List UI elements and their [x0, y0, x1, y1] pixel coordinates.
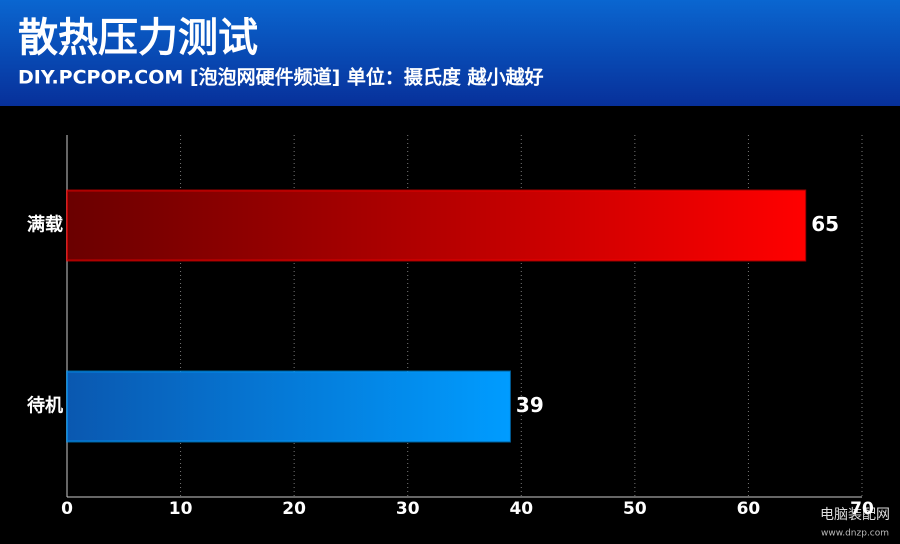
bar	[66, 189, 807, 262]
x-tick-label: 70	[850, 499, 874, 519]
x-tick-label: 20	[282, 499, 306, 519]
x-tick-label: 10	[169, 499, 193, 519]
chart-title: 散热压力测试	[18, 15, 258, 61]
y-tick-label: 待机	[27, 395, 63, 417]
chart-subtitle: DIY.PCPOP.COM [泡泡网硬件频道] 单位：摄氏度 越小越好	[18, 66, 544, 89]
bar	[66, 370, 511, 443]
x-tick-label: 50	[623, 499, 647, 519]
x-tick-label: 0	[61, 499, 73, 519]
watermark-url: www.dnzp.com	[821, 529, 889, 539]
value-label: 39	[516, 393, 544, 417]
header-band	[0, 0, 900, 106]
y-tick-label: 满载	[27, 214, 63, 236]
watermark-site: 电脑装配网	[820, 507, 890, 523]
x-tick-label: 30	[396, 499, 420, 519]
x-tick-label: 40	[509, 499, 533, 519]
value-label: 65	[811, 212, 839, 236]
x-tick-label: 60	[737, 499, 761, 519]
